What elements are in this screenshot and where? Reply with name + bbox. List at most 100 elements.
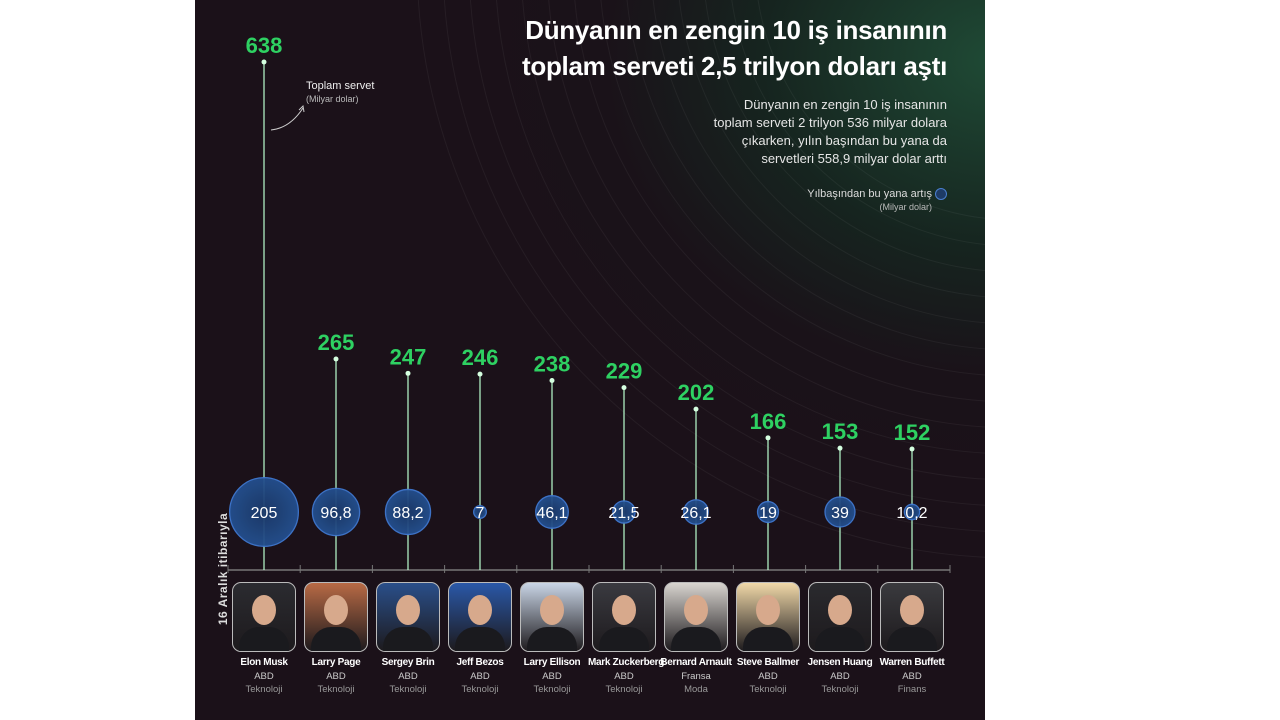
person-sector: Finans (897, 684, 927, 695)
bar-top-dot (621, 385, 627, 391)
increase-bubble (824, 496, 856, 528)
person-country: ABD (254, 671, 274, 682)
portrait-body (815, 627, 865, 651)
portrait-photo (304, 582, 368, 652)
increase-bubble (473, 505, 487, 519)
person-card: Larry Page ABD Teknoloji (300, 582, 372, 695)
portrait-body (239, 627, 289, 651)
person-name: Elon Musk (240, 657, 288, 668)
person-country: ABD (902, 671, 922, 682)
person-country: ABD (470, 671, 490, 682)
person-name: Warren Buffett (879, 657, 945, 668)
increase-value-label: 96,8 (320, 505, 351, 522)
bar-top-dot (549, 377, 555, 383)
background-arc (757, 0, 985, 219)
background-arc (522, 0, 985, 454)
person-country: ABD (758, 671, 778, 682)
portrait-photo (376, 582, 440, 652)
person-name: Sergey Brin (381, 657, 435, 668)
increase-value-label: 19 (759, 505, 777, 522)
wealth-value-label: 238 (534, 351, 571, 376)
person-country: Fransa (681, 671, 711, 682)
wealth-value-label: 246 (462, 345, 499, 370)
portrait-body (527, 627, 577, 651)
person-card: Warren Buffett ABD Finans (876, 582, 948, 695)
person-country: ABD (614, 671, 634, 682)
increase-value-label: 21,5 (608, 505, 639, 522)
subtitle-line: toplam serveti 2 trilyon 536 milyar dola… (713, 115, 947, 130)
person-name: Steve Ballmer (736, 657, 800, 668)
annotation-unit: (Milyar dolar) (306, 94, 359, 104)
background-arc (496, 0, 985, 480)
person-card: Elon Musk ABD Teknoloji (228, 582, 300, 695)
wealth-value-label: 202 (678, 380, 715, 405)
portrait-body (599, 627, 649, 651)
annotation-label: Toplam servet (306, 80, 375, 92)
subtitle-line: Dünyanın en zengin 10 iş insanının (743, 97, 947, 112)
portrait-head (684, 595, 708, 625)
background-arc (600, 0, 985, 376)
portrait-photo (736, 582, 800, 652)
portrait-head (324, 595, 348, 625)
portrait-body (383, 627, 433, 651)
portrait-photo (232, 582, 296, 652)
wealth-value-label: 247 (390, 344, 427, 369)
portrait-head (540, 595, 564, 625)
legend-label: Yılbaşından bu yana artış (807, 188, 932, 200)
subtitle-line: çıkarken, yılın başından bu yana da (741, 133, 947, 148)
increase-value-label: 88,2 (392, 505, 423, 522)
background-arc (705, 0, 985, 271)
person-sector: Moda (684, 684, 708, 695)
bar-top-dot (837, 445, 843, 451)
person-card: Mark Zuckerberg ABD Teknoloji (588, 582, 664, 695)
portrait-photo (592, 582, 656, 652)
person-card: Jeff Bezos ABD Teknoloji (444, 582, 516, 695)
person-sector: Teknoloji (245, 684, 283, 695)
portrait-body (455, 627, 505, 651)
increase-bubble (311, 487, 361, 537)
person-sector: Teknoloji (317, 684, 355, 695)
person-name: Jensen Huang (807, 657, 873, 668)
portrait-body (311, 627, 361, 651)
wealth-value-label: 229 (606, 359, 643, 384)
person-name: Bernard Arnault (660, 657, 732, 668)
person-country: ABD (830, 671, 850, 682)
annotation-arrowhead (298, 104, 305, 113)
person-card: Larry Ellison ABD Teknoloji (516, 582, 588, 695)
increase-bubble (756, 500, 780, 524)
title-line-1: Dünyanın en zengin 10 iş insanının (525, 15, 947, 45)
wealth-value-label: 153 (822, 419, 859, 444)
bar-top-dot (477, 371, 483, 377)
legend-unit: (Milyar dolar) (879, 202, 932, 212)
portrait-head (612, 595, 636, 625)
portrait-head (252, 595, 276, 625)
subtitle-line: servetleri 558,9 milyar dolar arttı (761, 151, 947, 166)
person-sector: Teknoloji (749, 684, 787, 695)
annotation-arrow (270, 107, 304, 131)
person-sector: Teknoloji (461, 684, 499, 695)
bar-top-dot (261, 59, 267, 65)
portrait-body (887, 627, 937, 651)
background-arc (731, 0, 985, 245)
person-sector: Teknoloji (533, 684, 571, 695)
person-country: ABD (326, 671, 346, 682)
increase-value-label: 46,1 (536, 505, 567, 522)
background-arc (652, 0, 985, 324)
chart-subtitle: Dünyanın en zengin 10 iş insanının topla… (714, 96, 947, 168)
portrait-head (900, 595, 924, 625)
increase-bubble (612, 500, 636, 524)
portrait-head (828, 595, 852, 625)
bar-top-dot (405, 370, 411, 376)
portrait-body (671, 627, 721, 651)
person-sector: Teknoloji (605, 684, 643, 695)
bar-top-dot (333, 356, 339, 362)
portrait-photo (664, 582, 728, 652)
chart-title: Dünyanın en zengin 10 iş insanının topla… (522, 12, 947, 84)
portrait-photo (808, 582, 872, 652)
background-arc (574, 0, 985, 402)
person-card: Steve Ballmer ABD Teknoloji (732, 582, 804, 695)
portrait-head (396, 595, 420, 625)
increase-bubble (903, 503, 921, 521)
bar-top-dot (909, 446, 915, 452)
increase-value-label: 10,2 (896, 505, 927, 522)
